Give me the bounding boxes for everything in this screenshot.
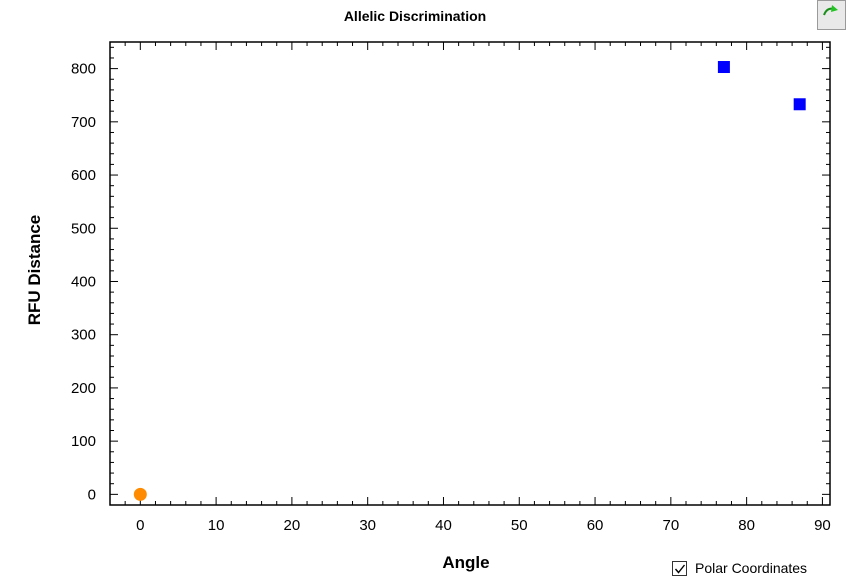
polar-coordinates-toggle[interactable]: Polar Coordinates xyxy=(672,558,807,578)
y-tick-label: 300 xyxy=(71,327,96,344)
data-point-circle[interactable] xyxy=(133,487,147,501)
y-tick-label: 600 xyxy=(71,167,96,184)
data-point-square[interactable] xyxy=(793,98,806,111)
y-tick-label: 700 xyxy=(71,114,96,131)
x-tick-label: 50 xyxy=(511,517,528,534)
x-tick-label: 40 xyxy=(435,517,452,534)
x-tick-label: 70 xyxy=(662,517,679,534)
data-points xyxy=(133,61,806,501)
x-axis: 0 10 20 30 40 50 60 70 80 90 xyxy=(109,42,831,534)
refresh-icon xyxy=(823,5,838,16)
x-tick-label: 10 xyxy=(208,517,225,534)
y-axis-label: RFU Distance xyxy=(25,215,44,326)
y-tick-label: 400 xyxy=(71,273,96,290)
x-tick-label: 80 xyxy=(738,517,755,534)
polar-coordinates-checkbox[interactable] xyxy=(672,560,687,576)
y-tick-label: 100 xyxy=(71,433,96,450)
y-tick-label: 800 xyxy=(71,61,96,78)
plot-area xyxy=(109,41,831,506)
x-tick-label: 60 xyxy=(587,517,604,534)
checkmark-icon xyxy=(674,564,686,574)
polar-coordinates-label: Polar Coordinates xyxy=(695,560,808,576)
y-tick-label: 0 xyxy=(88,486,96,503)
y-axis: 0 100 200 300 400 500 600 700 800 xyxy=(71,46,830,503)
x-tick-label: 90 xyxy=(814,517,831,534)
x-tick-label: 0 xyxy=(136,517,144,534)
y-tick-label: 500 xyxy=(71,220,96,237)
chart-title: Allelic Discrimination xyxy=(343,8,487,24)
y-tick-label: 200 xyxy=(71,380,96,397)
data-point-square[interactable] xyxy=(717,61,730,74)
x-axis-label: Angle xyxy=(442,553,489,572)
x-tick-label: 30 xyxy=(359,517,376,534)
x-tick-label: 20 xyxy=(284,517,301,534)
